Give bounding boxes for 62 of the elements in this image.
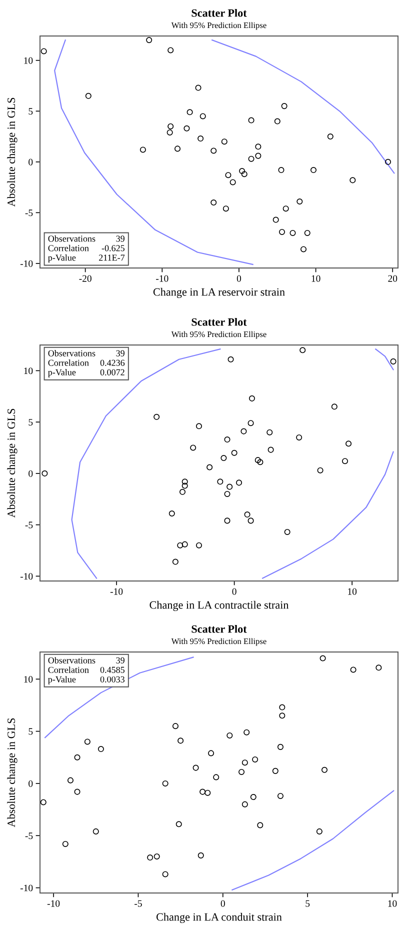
x-tick-label: -10: [47, 900, 60, 907]
y-axis-title: Absolute change in GLS: [7, 718, 18, 828]
y-tick-label: -10: [20, 573, 33, 580]
annotation: 0.4585: [100, 666, 124, 673]
annotation: 39: [116, 350, 124, 356]
annotation: p-Value: [48, 254, 76, 263]
x-tick-label: 0: [220, 900, 225, 907]
annotation: 39: [116, 236, 124, 242]
y-axis-title: Absolute change in GLS: [7, 408, 18, 518]
x-tick-label: -10: [156, 275, 168, 282]
annotation: Correlation: [48, 666, 89, 673]
annotation: Correlation: [48, 244, 89, 252]
annotation: 39: [116, 657, 124, 664]
annotation: Observations: [48, 350, 96, 356]
chart-subtitle: With 95% Prediction Ellipse: [171, 22, 266, 30]
x-tick-label: -10: [110, 588, 123, 595]
annotation: 0.0072: [100, 369, 124, 376]
y-tick-label: -5: [25, 832, 33, 840]
annotation: 211E-7: [99, 254, 125, 261]
y-tick-label: 0: [28, 780, 33, 787]
y-tick-label: 5: [28, 728, 33, 735]
y-tick-label: 10: [24, 368, 33, 374]
annotation: p-Value: [48, 676, 76, 684]
chart-title: Scatter Plot: [192, 318, 247, 326]
x-axis-title: Change in LA contractile strain: [150, 600, 289, 612]
line-series: [212, 40, 395, 174]
y-tick-label: 5: [28, 419, 33, 426]
x-tick-label: 10: [388, 900, 397, 907]
y-axis-title: Absolute change in GLS: [7, 98, 18, 207]
x-axis-title: Change in LA reservoir strain: [153, 288, 285, 298]
chart-subtitle: With 95% Prediction Ellipse: [171, 331, 266, 339]
chart-title: Scatter Plot: [192, 8, 247, 17]
x-tick-label: 0: [232, 588, 236, 595]
annotation: 0.4236: [100, 360, 125, 366]
line-series: [44, 656, 194, 738]
y-tick-label: 10: [24, 676, 33, 683]
y-tick-label: 10: [24, 57, 33, 64]
annotation: 0.0033: [100, 676, 124, 682]
x-tick-label: -20: [79, 275, 92, 282]
y-tick-label: -5: [25, 210, 33, 216]
annotation: Observations: [48, 657, 96, 664]
annotation: -0.625: [102, 245, 124, 252]
annotation: p-Value: [48, 369, 76, 378]
annotation: Observations: [48, 235, 96, 242]
y-tick-label: -10: [20, 260, 33, 267]
x-tick-label: 5: [306, 900, 310, 907]
chart-title: Scatter Plot: [192, 624, 247, 633]
x-tick-label: 10: [348, 588, 357, 595]
line-series: [262, 451, 394, 579]
chart-subtitle: With 95% Prediction Ellipse: [171, 638, 266, 646]
x-tick-label: -5: [134, 900, 142, 907]
y-tick-label: -5: [25, 522, 33, 528]
y-tick-label: 0: [28, 470, 33, 477]
y-tick-label: 0: [28, 158, 33, 166]
line-series: [232, 790, 394, 890]
x-tick-label: 0: [236, 275, 242, 282]
x-tick-label: 20: [388, 275, 398, 282]
annotation: Correlation: [48, 360, 89, 366]
x-axis-title: Change in LA conduit strain: [156, 912, 282, 924]
y-tick-label: 5: [28, 108, 33, 115]
x-tick-label: 10: [312, 275, 320, 282]
y-tick-label: -10: [20, 884, 33, 892]
